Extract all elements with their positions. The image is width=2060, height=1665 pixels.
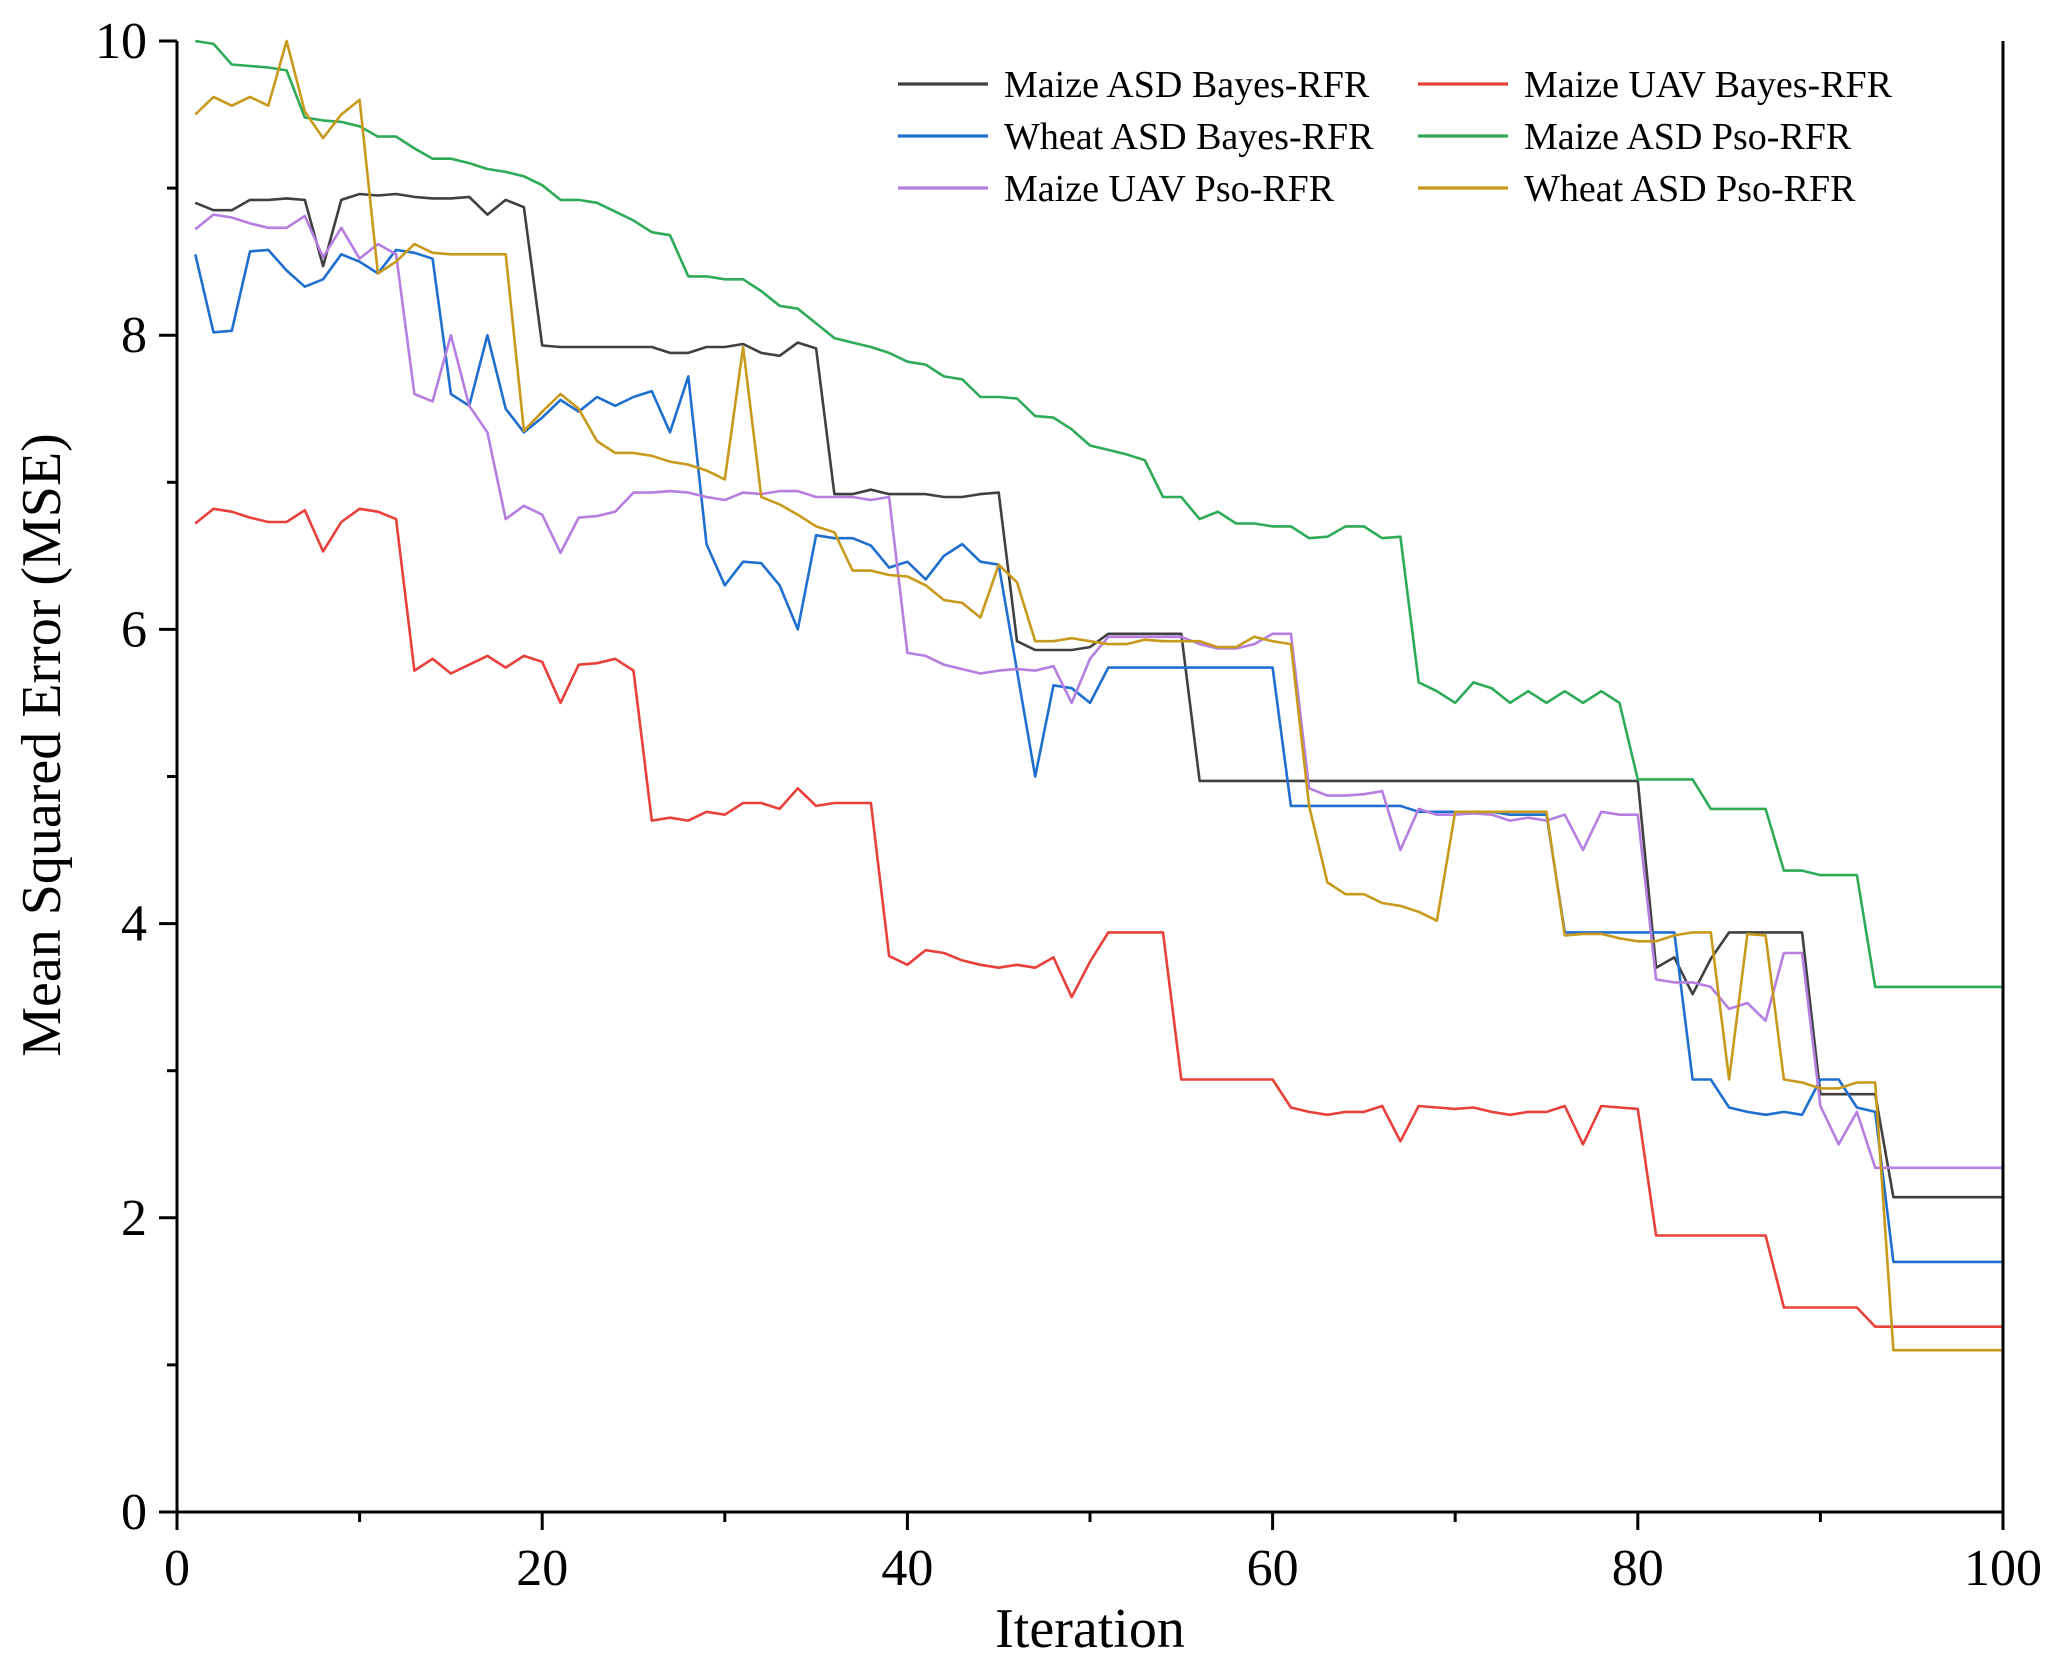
series-layer <box>194 39 2003 1352</box>
x-tick-label: 40 <box>881 1540 933 1597</box>
legend-item: Maize ASD Pso-RFR <box>1418 116 1852 158</box>
legend-item: Maize UAV Pso-RFR <box>898 168 1335 210</box>
y-tick-label: 4 <box>121 896 147 953</box>
legend-item: Wheat ASD Pso-RFR <box>1418 168 1856 210</box>
series-line-3 <box>194 248 2003 1264</box>
series-line-6 <box>194 39 2003 1352</box>
y-axis-title: Mean Squared Error (MSE) <box>11 433 73 1057</box>
x-tick-label: 20 <box>516 1540 568 1597</box>
legend-label: Wheat ASD Pso-RFR <box>1524 168 1856 210</box>
legend-item: Maize UAV Bayes-RFR <box>1418 64 1893 106</box>
series-line-2 <box>194 507 2003 1328</box>
x-tick-label: 100 <box>1964 1540 2042 1597</box>
legend-label: Maize UAV Pso-RFR <box>1004 168 1335 210</box>
legend-item: Maize ASD Bayes-RFR <box>898 64 1370 106</box>
legend: Maize ASD Bayes-RFR Maize UAV Bayes-RFR Wh… <box>898 64 1893 210</box>
legend-label: Maize ASD Bayes-RFR <box>1004 64 1370 106</box>
x-tick-label: 60 <box>1247 1540 1299 1597</box>
legend-label: Maize UAV Bayes-RFR <box>1524 64 1893 106</box>
y-tick-label: 2 <box>121 1190 147 1247</box>
legend-label: Maize ASD Pso-RFR <box>1524 116 1852 158</box>
legend-label: Wheat ASD Bayes-RFR <box>1004 116 1374 158</box>
y-tick-label: 0 <box>121 1484 147 1541</box>
series-line-4 <box>195 39 2003 989</box>
series-line-1 <box>194 192 2003 1199</box>
axes-layer: 0 20 40 60 80 100 0 2 4 6 8 10 <box>95 13 2042 1597</box>
x-tick-label: 80 <box>1612 1540 1664 1597</box>
x-tick-label: 0 <box>164 1540 190 1597</box>
y-tick-label: 6 <box>121 601 147 658</box>
y-tick-label: 10 <box>95 13 147 70</box>
axis-frame <box>175 41 2005 1514</box>
legend-item: Wheat ASD Bayes-RFR <box>898 116 1374 158</box>
y-tick-label: 8 <box>121 307 147 364</box>
x-axis-title: Iteration <box>995 1598 1185 1660</box>
series-line-5 <box>194 213 2003 1170</box>
